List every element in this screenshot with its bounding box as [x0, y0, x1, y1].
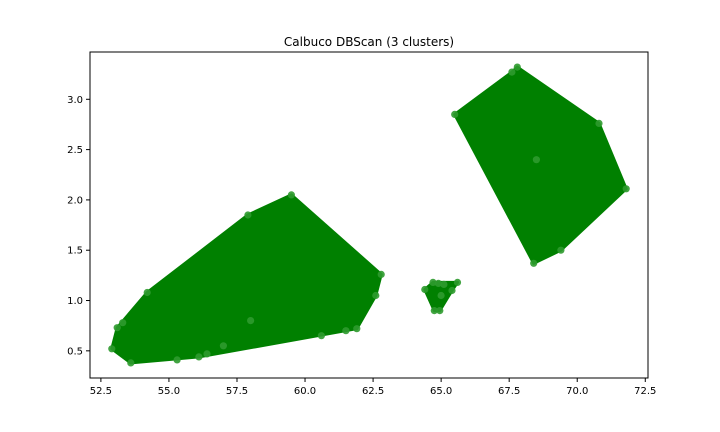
x-tick-label: 52.5 — [90, 386, 112, 397]
y-tick-label: 0.5 — [67, 346, 83, 357]
data-point — [143, 288, 151, 297]
data-point — [127, 359, 135, 367]
data-point — [451, 110, 459, 118]
y-tick-label: 1.5 — [67, 246, 83, 257]
data-point — [434, 279, 442, 287]
data-point — [247, 317, 255, 325]
x-tick-label: 67.5 — [498, 386, 520, 397]
data-point — [437, 291, 445, 300]
data-point — [244, 211, 252, 219]
x-tick-label: 65.0 — [430, 386, 452, 397]
y-tick-label: 2.5 — [67, 145, 83, 156]
data-point — [530, 259, 538, 267]
data-point — [532, 156, 541, 164]
x-tick-label: 57.5 — [226, 386, 248, 397]
cluster-3 — [451, 63, 630, 267]
data-point — [287, 191, 295, 199]
data-point — [436, 307, 444, 315]
x-tick-label: 55.0 — [158, 386, 180, 397]
clusters-layer — [108, 63, 630, 367]
y-tick-label: 2.0 — [67, 195, 83, 206]
data-point — [108, 345, 116, 353]
y-tick-label: 3.0 — [67, 95, 83, 106]
data-point — [195, 353, 203, 361]
data-point — [453, 278, 462, 286]
x-tick-label: 70.0 — [566, 386, 588, 397]
y-axis: 0.5 1.0 1.5 2.0 2.5 3.0 — [67, 95, 90, 357]
data-point — [317, 332, 325, 340]
data-point — [440, 280, 448, 288]
data-point — [372, 291, 380, 300]
data-point — [377, 270, 385, 278]
data-point — [173, 356, 181, 364]
data-point — [508, 68, 516, 76]
data-point — [203, 350, 211, 358]
x-axis: 52.5 55.0 57.5 60.0 62.5 65.0 67.5 70.0 72.5 — [90, 378, 656, 397]
x-tick-label: 62.5 — [362, 386, 384, 397]
data-point — [353, 325, 361, 333]
data-point — [557, 246, 565, 254]
data-point — [595, 119, 603, 127]
plot-frame — [89, 51, 649, 379]
x-tick-label: 72.5 — [634, 386, 656, 397]
data-point — [421, 285, 429, 294]
data-point — [342, 327, 350, 335]
data-point — [119, 319, 127, 327]
data-point — [622, 185, 630, 193]
cluster-1 — [108, 191, 385, 367]
data-point — [430, 307, 438, 315]
x-tick-label: 60.0 — [294, 386, 316, 397]
data-point — [429, 278, 437, 286]
data-point — [219, 342, 227, 350]
data-point — [513, 63, 521, 71]
y-tick-label: 1.0 — [67, 296, 83, 307]
data-point — [448, 286, 456, 295]
chart-title: Calbuco DBScan (3 clusters) — [284, 35, 454, 49]
data-point — [113, 324, 121, 332]
cluster-2 — [421, 278, 462, 315]
